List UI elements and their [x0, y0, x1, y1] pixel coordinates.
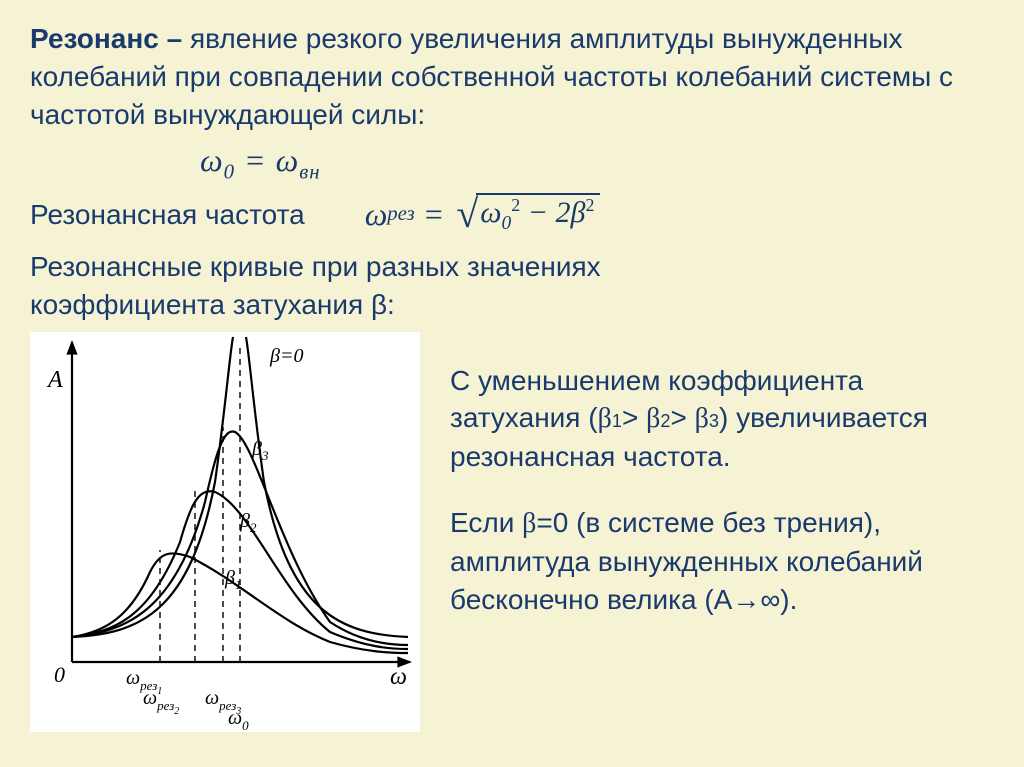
equation-1: ω0 = ωвн — [200, 139, 321, 186]
svg-text:A: A — [46, 367, 63, 393]
svg-text:0: 0 — [54, 662, 65, 687]
term: Резонанс – — [30, 23, 182, 54]
paragraph-damping: С уменьшением коэффициента затухания (β1… — [450, 362, 994, 476]
right-column: С уменьшением коэффициента затухания (β1… — [450, 332, 994, 647]
lower-section: ω0ωрез3ωрез2ωрез1β=0β3β2β1Aω0 С уменьшен… — [30, 332, 994, 732]
equation-1-row: ω0 = ωвн — [30, 139, 994, 186]
svg-text:β=0: β=0 — [269, 345, 303, 367]
equation-2: ωрез = √ ω02 − 2β2 — [365, 193, 601, 236]
svg-text:ω: ω — [390, 664, 407, 690]
chart-svg: ω0ωрез3ωрез2ωрез1β=0β3β2β1Aω0 — [30, 332, 420, 732]
paragraph-no-friction: Если β=0 (в системе без трения), амплиту… — [450, 504, 994, 618]
resonance-chart: ω0ωрез3ωрез2ωрез1β=0β3β2β1Aω0 — [30, 332, 420, 732]
definition-paragraph: Резонанс – явление резкого увеличения ам… — [30, 20, 994, 133]
resonant-freq-label: Резонансная частота — [30, 196, 305, 234]
sqrt-icon: √ ω02 − 2β2 — [456, 193, 600, 235]
resonant-frequency-row: Резонансная частота ωрез = √ ω02 − 2β2 — [30, 193, 994, 236]
curves-intro: Резонансные кривые при разных значениях … — [30, 248, 994, 324]
